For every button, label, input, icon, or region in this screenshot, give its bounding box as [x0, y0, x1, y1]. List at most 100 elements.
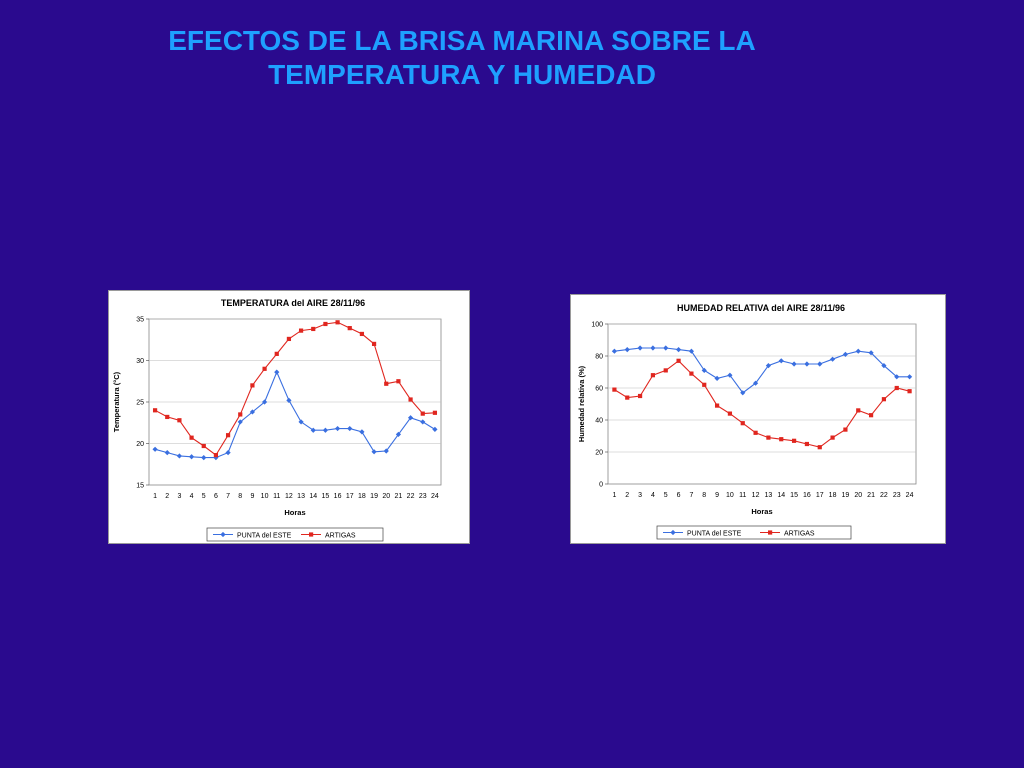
- temperature-chart-panel: TEMPERATURA del AIRE 28/11/96 15 20 25 30 35 1…: [108, 290, 470, 544]
- data-point-punta-del-este: [152, 446, 158, 452]
- data-point-punta-del-este: [164, 450, 170, 456]
- data-point-artigas: [727, 411, 733, 416]
- y-tick-label: 20: [595, 450, 603, 457]
- x-tick-label: 17: [346, 493, 354, 500]
- x-tick-label: 13: [765, 492, 773, 499]
- data-point-artigas: [740, 421, 745, 426]
- data-point-artigas: [201, 443, 206, 449]
- data-point-artigas: [262, 366, 267, 371]
- legend-box: [656, 525, 852, 540]
- chart-title: TEMPERATURA del AIRE 28/11/96: [221, 298, 365, 308]
- y-axis-label: Humedad relativa (%): [577, 365, 586, 442]
- slide-title-line-2: TEMPERATURA Y HUMEDAD: [268, 59, 656, 90]
- x-tick-label: 11: [273, 493, 280, 500]
- data-point-artigas: [152, 408, 158, 413]
- data-point-punta-del-este: [804, 361, 810, 367]
- data-point-punta-del-este: [663, 345, 669, 351]
- humidity-chart-panel: HUMEDAD RELATIVA del AIRE 28/11/96 0 20 40 6…: [570, 294, 946, 544]
- data-point-artigas: [702, 382, 707, 387]
- legend-label-artigas: ARTIGAS: [325, 532, 356, 539]
- x-tick-label: 20: [382, 493, 390, 500]
- x-tick-label: 21: [867, 492, 875, 499]
- data-point-artigas: [189, 435, 194, 440]
- temperature-chart: TEMPERATURA del AIRE 28/11/9615202530351…: [112, 298, 442, 542]
- data-point-artigas: [396, 379, 401, 384]
- x-tick-label: 6: [214, 493, 218, 500]
- x-tick-label: 8: [238, 493, 242, 500]
- data-point-artigas: [817, 445, 822, 450]
- x-tick-label: 24: [906, 492, 914, 499]
- x-tick-label: 14: [777, 492, 785, 499]
- x-tick-label: 11: [739, 492, 746, 499]
- data-point-punta-del-este: [906, 374, 913, 380]
- y-tick-label: 80: [595, 354, 603, 361]
- legend-box: [206, 527, 384, 542]
- data-point-punta-del-este: [881, 363, 887, 369]
- data-point-artigas: [907, 389, 912, 394]
- x-tick-label: 1: [612, 492, 616, 499]
- data-point-punta-del-este: [371, 449, 377, 455]
- data-point-artigas: [384, 381, 389, 386]
- data-point-artigas: [359, 331, 365, 337]
- x-axis-label: Horas: [751, 507, 772, 516]
- data-point-artigas: [347, 326, 352, 331]
- data-point-artigas: [286, 336, 292, 342]
- data-point-punta-del-este: [894, 374, 900, 380]
- legend-label-punta-del-este: PUNTA del ESTE: [687, 530, 742, 537]
- data-point-punta-del-este: [383, 448, 389, 454]
- data-point-artigas: [420, 411, 425, 416]
- x-tick-label: 9: [250, 493, 254, 500]
- data-point-punta-del-este: [855, 348, 861, 354]
- x-tick-label: 16: [803, 492, 811, 499]
- data-point-punta-del-este: [637, 345, 643, 351]
- legend-marker-diamond: [670, 529, 676, 536]
- x-tick-label: 18: [358, 493, 366, 500]
- data-point-punta-del-este: [395, 431, 402, 437]
- x-tick-label: 10: [726, 492, 734, 499]
- y-tick-label: 30: [136, 358, 144, 365]
- legend-label-punta-del-este: PUNTA del ESTE: [237, 532, 292, 539]
- x-tick-label: 1: [153, 493, 157, 500]
- data-point-artigas: [804, 441, 810, 447]
- y-tick-label: 20: [136, 441, 144, 448]
- data-point-punta-del-este: [225, 450, 231, 456]
- slide-title: EFECTOS DE LA BRISA MARINA SOBRE LA TEMP…: [0, 24, 924, 92]
- x-tick-label: 2: [625, 492, 629, 499]
- data-point-artigas: [830, 435, 835, 440]
- chart-title: HUMEDAD RELATIVA del AIRE 28/11/96: [677, 303, 845, 313]
- legend-label-artigas: ARTIGAS: [784, 530, 815, 537]
- x-tick-label: 20: [854, 492, 862, 499]
- x-tick-label: 3: [177, 493, 181, 500]
- y-tick-label: 35: [136, 317, 144, 324]
- humidity-chart: HUMEDAD RELATIVA del AIRE 28/11/96 0 20 40 6…: [577, 303, 917, 540]
- data-point-artigas: [213, 453, 219, 458]
- data-point-artigas: [225, 433, 231, 438]
- data-point-artigas: [881, 397, 887, 402]
- data-point-artigas: [753, 430, 758, 435]
- y-tick-label: 15: [136, 483, 144, 490]
- data-point-artigas: [274, 351, 279, 356]
- data-point-artigas: [177, 418, 182, 423]
- x-tick-label: 6: [677, 492, 681, 499]
- x-tick-label: 7: [226, 493, 230, 500]
- data-point-artigas: [371, 341, 377, 346]
- data-point-artigas: [689, 371, 694, 376]
- x-tick-label: 12: [285, 493, 293, 500]
- x-tick-label: 22: [407, 493, 415, 500]
- x-tick-label: 12: [752, 492, 760, 499]
- data-point-artigas: [612, 387, 617, 392]
- data-point-artigas: [676, 358, 681, 363]
- slide-title-line-1: EFECTOS DE LA BRISA MARINA SOBRE LA: [168, 25, 756, 56]
- data-point-artigas: [856, 408, 861, 413]
- data-point-artigas: [791, 438, 797, 443]
- data-point-punta-del-este: [310, 427, 316, 433]
- data-point-punta-del-este: [791, 361, 797, 367]
- data-point-punta-del-este: [274, 369, 280, 375]
- data-point-artigas: [843, 427, 848, 432]
- x-tick-label: 18: [829, 492, 837, 499]
- x-tick-label: 14: [309, 493, 317, 500]
- data-point-artigas: [766, 435, 771, 440]
- data-point-punta-del-este: [650, 345, 656, 351]
- data-point-punta-del-este: [829, 356, 836, 362]
- x-tick-label: 23: [893, 492, 901, 499]
